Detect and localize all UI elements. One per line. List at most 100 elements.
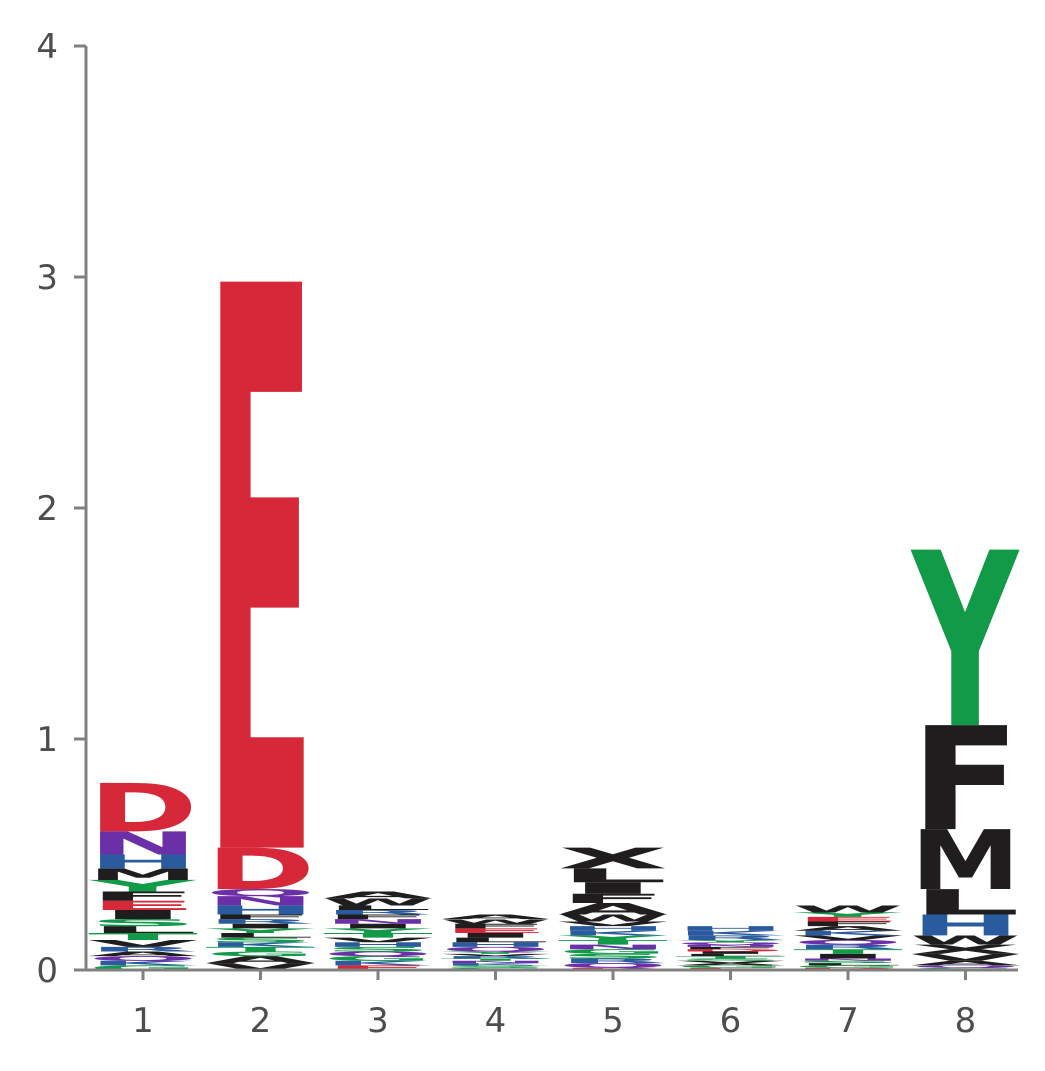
logo-letter-h: H xyxy=(206,903,316,918)
logo-letter-y: Y xyxy=(439,951,551,955)
logo-letter-l: L xyxy=(88,924,198,935)
logo-letter-k: K xyxy=(676,929,786,936)
logo-letter-d: D xyxy=(206,837,316,904)
logo-letter-l: L xyxy=(206,932,316,939)
logo-letter-t: T xyxy=(323,932,433,939)
logo-letter-w: W xyxy=(558,913,668,924)
logo-letter-q: Q xyxy=(676,942,786,946)
logo-letter-s: S xyxy=(323,946,433,953)
logo-letter-s: S xyxy=(793,960,903,964)
logo-letter-l: L xyxy=(793,962,903,966)
logo-letter-v: V xyxy=(793,934,903,941)
logo-letter-v: V xyxy=(441,953,551,957)
logo-letter-a: A xyxy=(88,950,198,957)
logo-letter-h: H xyxy=(676,925,786,932)
logo-letter-v: V xyxy=(911,952,1021,963)
logo-letter-h: H xyxy=(323,941,433,948)
logo-letter-r: R xyxy=(206,918,316,925)
logo-letter-r: R xyxy=(793,943,903,950)
logo-letter-f: F xyxy=(558,891,668,906)
logo-letter-i: I xyxy=(323,923,433,930)
logo-letter-l: L xyxy=(676,953,786,957)
logo-letter-r: R xyxy=(558,957,668,964)
logo-letter-k: K xyxy=(558,929,668,936)
logo-letter-m: M xyxy=(88,865,198,883)
logo-letter-a: A xyxy=(206,954,316,965)
logo-letter-n: N xyxy=(558,943,668,950)
logo-letter-f: F xyxy=(676,946,786,950)
logo-letter-m: M xyxy=(911,813,1021,909)
x-tick-label: 1 xyxy=(132,1001,154,1041)
logo-letter-e: E xyxy=(323,964,433,971)
logo-letter-f: F xyxy=(323,913,433,920)
logo-letter-w: W xyxy=(911,933,1021,948)
logo-letter-i: I xyxy=(558,879,668,897)
logo-letter-r: R xyxy=(441,956,551,960)
logo-letter-a: A xyxy=(676,962,786,966)
logo-letter-g: G xyxy=(793,965,903,969)
logo-letter-q: Q xyxy=(558,962,668,969)
y-tick-label: 3 xyxy=(36,258,58,298)
logo-letter-k: K xyxy=(88,960,198,967)
logo-letter-f: F xyxy=(88,889,198,904)
logo-letter-y: Y xyxy=(204,927,316,934)
logo-letter-f: F xyxy=(793,920,903,927)
x-tick-label: 8 xyxy=(955,1001,977,1041)
y-tick-label: 2 xyxy=(36,489,58,529)
logo-letter-e: E xyxy=(206,129,316,1032)
y-tick-label: 0 xyxy=(36,951,58,991)
logo-column-8: GQAVXWHLMFY xyxy=(910,503,1020,971)
logo-letter-v: V xyxy=(323,936,433,943)
logo-letter-f: F xyxy=(206,913,316,920)
logo-letter-n: N xyxy=(206,894,316,909)
logo-letter-f: F xyxy=(441,923,551,930)
logo-letter-n: N xyxy=(323,918,433,925)
logo-letter-w: W xyxy=(793,903,903,914)
logo-letter-k: K xyxy=(441,962,551,966)
logo-letter-q: Q xyxy=(793,939,903,946)
logo-letter-d: D xyxy=(676,949,786,953)
logo-letter-q: Q xyxy=(206,887,316,898)
logo-letter-k: K xyxy=(793,929,903,936)
logo-letter-y: Y xyxy=(792,911,904,918)
logo-letter-r: R xyxy=(676,934,786,941)
logo-letter-v: V xyxy=(676,960,786,964)
logo-letter-i: I xyxy=(441,932,551,939)
logo-column-6: EGAVSTLIDFNQYRKH xyxy=(674,925,786,971)
logo-letter-s: S xyxy=(206,936,316,943)
logo-letter-f: F xyxy=(911,697,1021,863)
logo-letter-g: G xyxy=(676,965,786,969)
logo-letter-s: S xyxy=(88,917,198,928)
logo-letter-n: N xyxy=(793,958,903,962)
logo-letter-e: E xyxy=(441,927,551,934)
logo-letter-v: V xyxy=(558,920,668,927)
logo-letter-a: A xyxy=(558,900,668,918)
logo-letter-t: T xyxy=(206,946,316,953)
logo-letter-q: Q xyxy=(88,955,198,962)
logo-letter-y: Y xyxy=(87,877,198,896)
logo-column-5: EQRSGNTYKHVWAFILX xyxy=(557,842,669,970)
logo-letter-x: X xyxy=(911,942,1021,957)
logo-letter-v: V xyxy=(206,961,316,972)
logo-letter-y: Y xyxy=(674,939,786,943)
logo-letter-n: N xyxy=(676,944,786,948)
logo-letter-l: L xyxy=(323,904,433,911)
logo-letter-y: Y xyxy=(557,934,669,941)
logo-letter-e: E xyxy=(793,916,903,923)
logo-letter-t: T xyxy=(676,956,786,960)
logo-letter-r: R xyxy=(88,946,198,953)
logo-letter-h: H xyxy=(441,941,551,948)
logo-letter-i: I xyxy=(206,923,316,930)
logo-letter-g: G xyxy=(206,950,316,957)
logo-letter-l: L xyxy=(911,882,1021,923)
logo-letter-a: A xyxy=(793,925,903,932)
logo-letter-e: E xyxy=(88,898,198,913)
logo-letter-d: D xyxy=(88,770,198,847)
logo-letter-s: S xyxy=(558,953,668,960)
logo-letter-h: H xyxy=(911,909,1021,942)
logo-letter-t: T xyxy=(793,948,903,955)
